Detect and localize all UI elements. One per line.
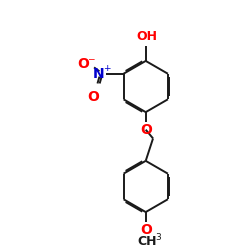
- Text: O: O: [88, 90, 100, 104]
- Text: +: +: [103, 64, 110, 73]
- Text: O: O: [140, 123, 152, 137]
- Text: −: −: [88, 54, 95, 63]
- Text: N: N: [93, 67, 105, 81]
- Text: 3: 3: [155, 233, 161, 242]
- Text: CH: CH: [137, 235, 157, 248]
- Text: O: O: [77, 57, 89, 71]
- Text: O: O: [140, 223, 152, 237]
- Text: OH: OH: [136, 30, 158, 43]
